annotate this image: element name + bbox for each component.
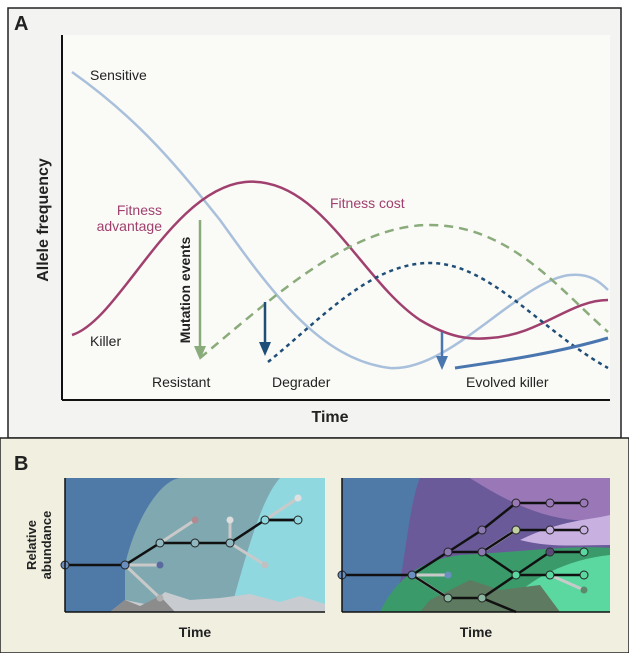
arrow-head (259, 342, 271, 356)
evolved-killer-curve (454, 336, 609, 370)
curve-label: Fitness cost (330, 195, 405, 211)
y-axis-label: abundance (39, 511, 54, 580)
sensitive-curve (71, 70, 609, 370)
curve-label: Evolved killer (466, 374, 549, 390)
curve-label: Resistant (152, 374, 210, 390)
killer-curve (71, 180, 609, 340)
arrow-head (194, 346, 206, 360)
curve-label: Sensitive (90, 67, 147, 83)
resistant-curve (199, 223, 609, 359)
x-axis-label: Time (311, 409, 348, 426)
plot-area (62, 35, 610, 400)
y-axis-label: Relative (24, 520, 39, 570)
right-plot (337, 478, 610, 614)
region (420, 580, 560, 612)
panel-label: A (14, 13, 28, 35)
arrow-head (436, 356, 448, 370)
x-axis-label: Time (179, 624, 212, 640)
degrader-curve (267, 261, 609, 370)
curve-label: Mutation events (177, 237, 193, 344)
curve-label: Degrader (272, 374, 331, 390)
region (230, 478, 325, 612)
curve-label: Fitness (117, 202, 162, 218)
region (470, 478, 610, 521)
curve-label: advantage (97, 218, 163, 234)
curve-label: Killer (90, 333, 121, 349)
y-axis-label: Allele frequency (35, 158, 52, 282)
x-axis-label: Time (460, 624, 493, 640)
panel-label: B (14, 453, 28, 475)
left-plot (60, 478, 325, 613)
